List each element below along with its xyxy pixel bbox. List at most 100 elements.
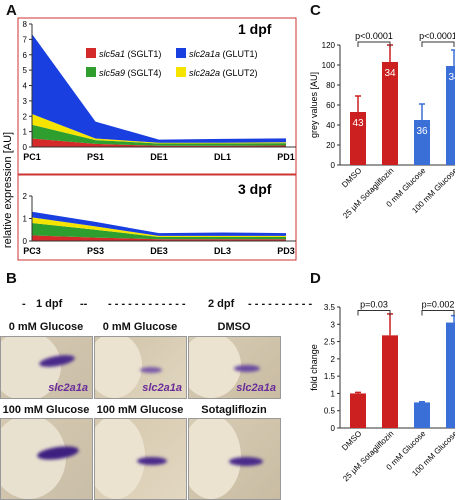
area-slc2a1a [32, 211, 286, 236]
b-embryo-body [1, 337, 61, 398]
panel-a-top-title: 1 dpf [238, 21, 272, 37]
b-staining [234, 365, 260, 372]
x-tick-label: PC3 [23, 246, 41, 256]
legend-suffix-slc2a1a: (GLUT1) [220, 49, 258, 59]
b-staining [140, 367, 162, 373]
y-tick-label: 1.5 [324, 372, 336, 381]
y-tick-label: 100 [322, 61, 336, 70]
y-tick-label: 0 [23, 237, 28, 246]
n-label: 34 [448, 72, 455, 83]
b-row1-col3-label: DMSO [217, 321, 251, 333]
svg-text:slc2a1a (GLUT1): slc2a1a (GLUT1) [189, 49, 258, 59]
legend-swatch-slc5a1 [86, 48, 96, 58]
y-tick-label: 20 [326, 141, 335, 150]
n-label: 43 [352, 118, 364, 129]
b-dash-mid-1: - - - - - - - - - - - - [108, 298, 186, 310]
b-row2-col2-label: 100 mM Glucose [96, 404, 184, 416]
bar [446, 66, 455, 165]
b-image-2dpf-dmso: slc2a1a [188, 336, 281, 399]
bar [414, 120, 430, 165]
legend-gene-slc2a1a: slc2a1a [189, 49, 220, 59]
legend-gene-slc5a9: slc5a9 [99, 68, 125, 78]
b-staining [137, 457, 167, 465]
x-tick-label: DL3 [214, 246, 231, 256]
b-gene-label: slc2a1a [236, 382, 276, 394]
x-tick-label: DMSO [340, 429, 363, 452]
b-image-2dpf-0mM: slc2a1a [94, 336, 187, 399]
legend-suffix-slc2a2a: (GLUT2) [220, 68, 258, 78]
p-value: p<0.0001 [355, 31, 393, 41]
svg-text:slc2a2a (GLUT2): slc2a2a (GLUT2) [189, 68, 258, 78]
y-tick-label: 7 [23, 35, 28, 44]
p-value: p=0.002 [422, 299, 455, 309]
significance-bracket [421, 309, 455, 316]
x-tick-label: PD1 [277, 152, 295, 162]
legend-suffix-slc5a9: (SGLT4) [125, 68, 161, 78]
b-embryo-body [189, 337, 241, 398]
y-tick-label: 120 [322, 41, 336, 50]
y-tick-label: 6 [23, 51, 28, 60]
x-tick-label: PD3 [277, 246, 295, 256]
area-slc5a9 [32, 124, 286, 146]
n-label: 34 [384, 68, 396, 79]
svg-text:slc5a1 (SGLT1): slc5a1 (SGLT1) [99, 49, 161, 59]
panel-label-d: D [310, 270, 321, 287]
significance-bracket [357, 309, 391, 316]
significance-bracket [421, 41, 455, 47]
y-axis-label: fold change [309, 344, 319, 391]
panel-a-top-frame [17, 17, 297, 175]
y-tick-label: 1 [23, 215, 28, 224]
bar [350, 112, 366, 165]
y-tick-label: 4 [23, 82, 28, 91]
legend-gene-slc2a2a: slc2a2a [189, 68, 220, 78]
b-1dpf-label: 1 dpf [36, 298, 63, 310]
b-row2-col3-label: Sotagliflozin [201, 404, 267, 416]
b-dash-left-2: -- [80, 298, 88, 310]
bar [350, 393, 366, 428]
area-slc5a1 [32, 235, 286, 241]
b-staining [229, 457, 263, 466]
y-tick-label: 1 [331, 389, 336, 398]
y-axis-label: grey values [AU] [309, 72, 319, 138]
area-slc5a1 [32, 138, 286, 147]
y-tick-label: 3.5 [324, 303, 336, 312]
p-value: p=0.03 [360, 299, 388, 309]
panel-c-bar-chart: grey values [AU]02040608010012043DMSO342… [309, 31, 455, 220]
y-tick-label: 0.5 [324, 407, 336, 416]
y-tick-label: 60 [326, 101, 335, 110]
y-tick-label: 3 [331, 320, 336, 329]
bar [446, 322, 455, 428]
panel-a-legend: slc5a1 (SGLT1) slc2a1a (GLUT1) slc5a9 (S… [86, 48, 258, 78]
x-tick-label: PC1 [23, 152, 41, 162]
x-tick-label: PS1 [87, 152, 104, 162]
b-image-1dpf-100mM [0, 418, 93, 500]
bar [414, 402, 430, 428]
y-tick-label: 80 [326, 81, 335, 90]
y-tick-label: 8 [23, 20, 28, 29]
b-row1-col2-label: 0 mM Glucose [102, 321, 178, 333]
panel-label-b: B [6, 270, 17, 287]
panel-a-ylabel: relative expression [AU] [2, 132, 14, 248]
legend-swatch-slc2a2a [176, 67, 186, 77]
x-tick-label: PS3 [87, 246, 104, 256]
panel-a-bottom-title: 3 dpf [238, 181, 272, 197]
panel-a-expression-chart: relative expression [AU] 1 dpf 3 dpf 0 1 2… [2, 17, 297, 261]
b-image-1dpf-0mM: slc2a1a [0, 336, 93, 399]
y-tick-label: 2 [23, 112, 28, 121]
b-row1-col1-label: 0 mM Glucose [8, 321, 84, 333]
b-row2-col1-label: 100 mM Glucose [2, 404, 90, 416]
x-tick-label: DL1 [214, 152, 231, 162]
area-slc2a2a [32, 217, 286, 237]
x-tick-label: DE1 [150, 152, 168, 162]
n-label: 36 [416, 126, 428, 137]
y-tick-label: 0 [331, 424, 336, 433]
y-tick-label: 2.5 [324, 338, 336, 347]
y-tick-label: 2 [23, 192, 28, 201]
x-tick-label: DE3 [150, 246, 168, 256]
y-tick-label: 3 [23, 97, 28, 106]
b-2dpf-label: 2 dpf [208, 298, 235, 310]
x-tick-label: DMSO [340, 166, 363, 189]
panel-a-bottom-frame [17, 174, 297, 261]
bar [382, 335, 398, 428]
